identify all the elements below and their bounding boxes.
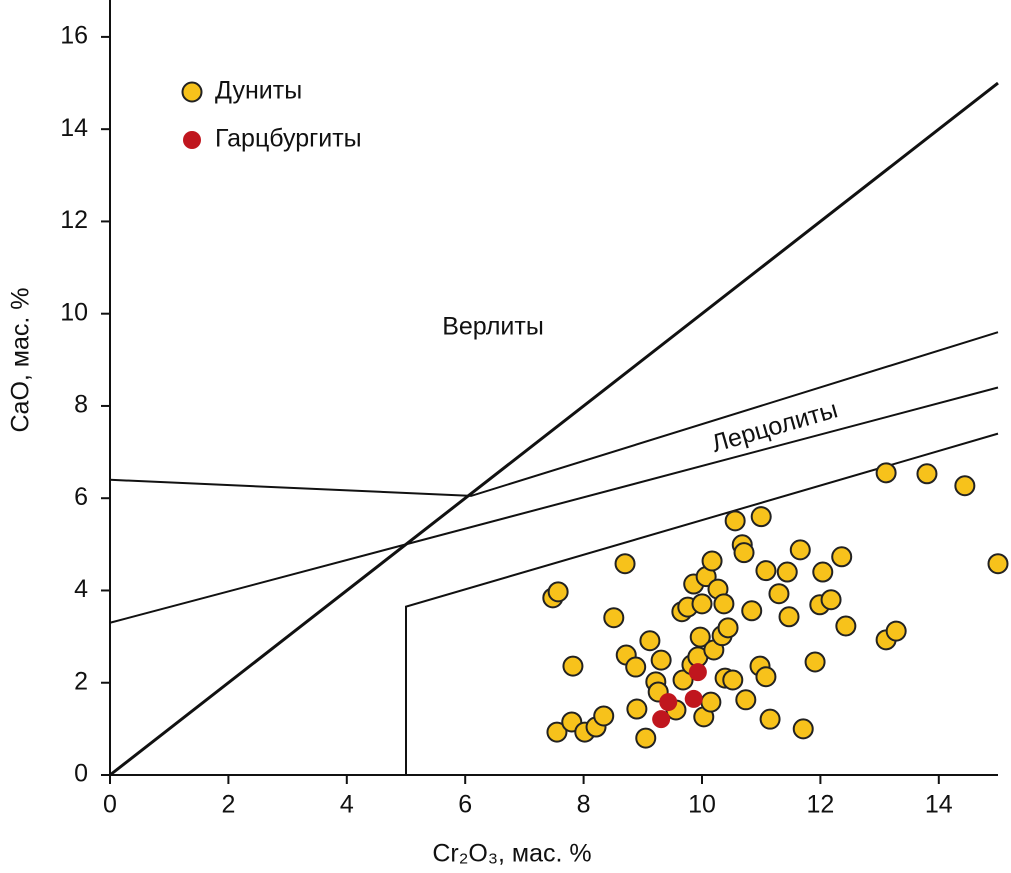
point <box>626 698 648 720</box>
y-tick-label: 14 <box>60 114 88 142</box>
point <box>831 546 853 568</box>
point <box>635 727 657 749</box>
point <box>792 718 814 740</box>
x-tick-label: 6 <box>458 791 472 819</box>
legend-marker <box>181 81 203 103</box>
boundary-line <box>405 432 999 775</box>
y-tick-label: 6 <box>74 483 88 511</box>
point <box>717 617 739 639</box>
boundary-line <box>109 331 999 497</box>
x-tick-label: 10 <box>688 791 716 819</box>
y-tick-label: 16 <box>60 22 88 50</box>
point <box>722 669 744 691</box>
point <box>614 553 636 575</box>
point <box>691 593 713 615</box>
point <box>733 542 755 564</box>
y-axis-label: CaO, мас. % <box>7 287 35 432</box>
point <box>672 669 694 691</box>
point <box>701 550 723 572</box>
x-tick-label: 4 <box>340 791 354 819</box>
point <box>987 553 1009 575</box>
point <box>804 651 826 673</box>
x-tick-label: 8 <box>577 791 591 819</box>
point <box>688 663 707 682</box>
point <box>778 606 800 628</box>
x-tick-label: 14 <box>925 791 953 819</box>
legend-label: Гарцбургиты <box>215 125 362 153</box>
x-tick-label: 12 <box>806 791 834 819</box>
point <box>820 589 842 611</box>
point <box>954 475 976 497</box>
point <box>741 600 763 622</box>
annotation: Лерцолиты <box>708 395 840 458</box>
x-tick-label: 0 <box>103 791 117 819</box>
point <box>768 583 790 605</box>
point <box>593 705 615 727</box>
point <box>755 560 777 582</box>
point <box>713 593 735 615</box>
boundary-line <box>109 81 999 777</box>
y-tick-label: 10 <box>60 298 88 326</box>
x-axis-label: Cr₂O₃, мас. % <box>432 840 591 868</box>
point <box>789 539 811 561</box>
point <box>759 708 781 730</box>
y-tick-label: 4 <box>74 575 88 603</box>
point <box>750 506 772 528</box>
point <box>735 689 757 711</box>
y-tick-label: 2 <box>74 667 88 695</box>
y-tick-label: 12 <box>60 206 88 234</box>
point <box>689 626 711 648</box>
point <box>875 462 897 484</box>
y-tick-label: 0 <box>74 760 88 788</box>
point <box>700 691 722 713</box>
point <box>603 607 625 629</box>
annotation: Верлиты <box>442 313 544 341</box>
point <box>684 689 703 708</box>
point <box>659 693 678 712</box>
point <box>835 615 857 637</box>
point <box>546 721 568 743</box>
point <box>776 561 798 583</box>
point <box>650 649 672 671</box>
legend-label: Дуниты <box>215 77 302 105</box>
point <box>547 581 569 603</box>
boundary-line <box>109 386 999 624</box>
point <box>639 630 661 652</box>
x-tick-label: 2 <box>221 791 235 819</box>
point <box>755 666 777 688</box>
point <box>652 710 671 729</box>
point <box>625 656 647 678</box>
legend-marker <box>183 131 201 149</box>
point <box>885 620 907 642</box>
point <box>916 463 938 485</box>
y-tick-label: 8 <box>74 391 88 419</box>
point <box>724 510 746 532</box>
point <box>562 655 584 677</box>
point <box>812 561 834 583</box>
